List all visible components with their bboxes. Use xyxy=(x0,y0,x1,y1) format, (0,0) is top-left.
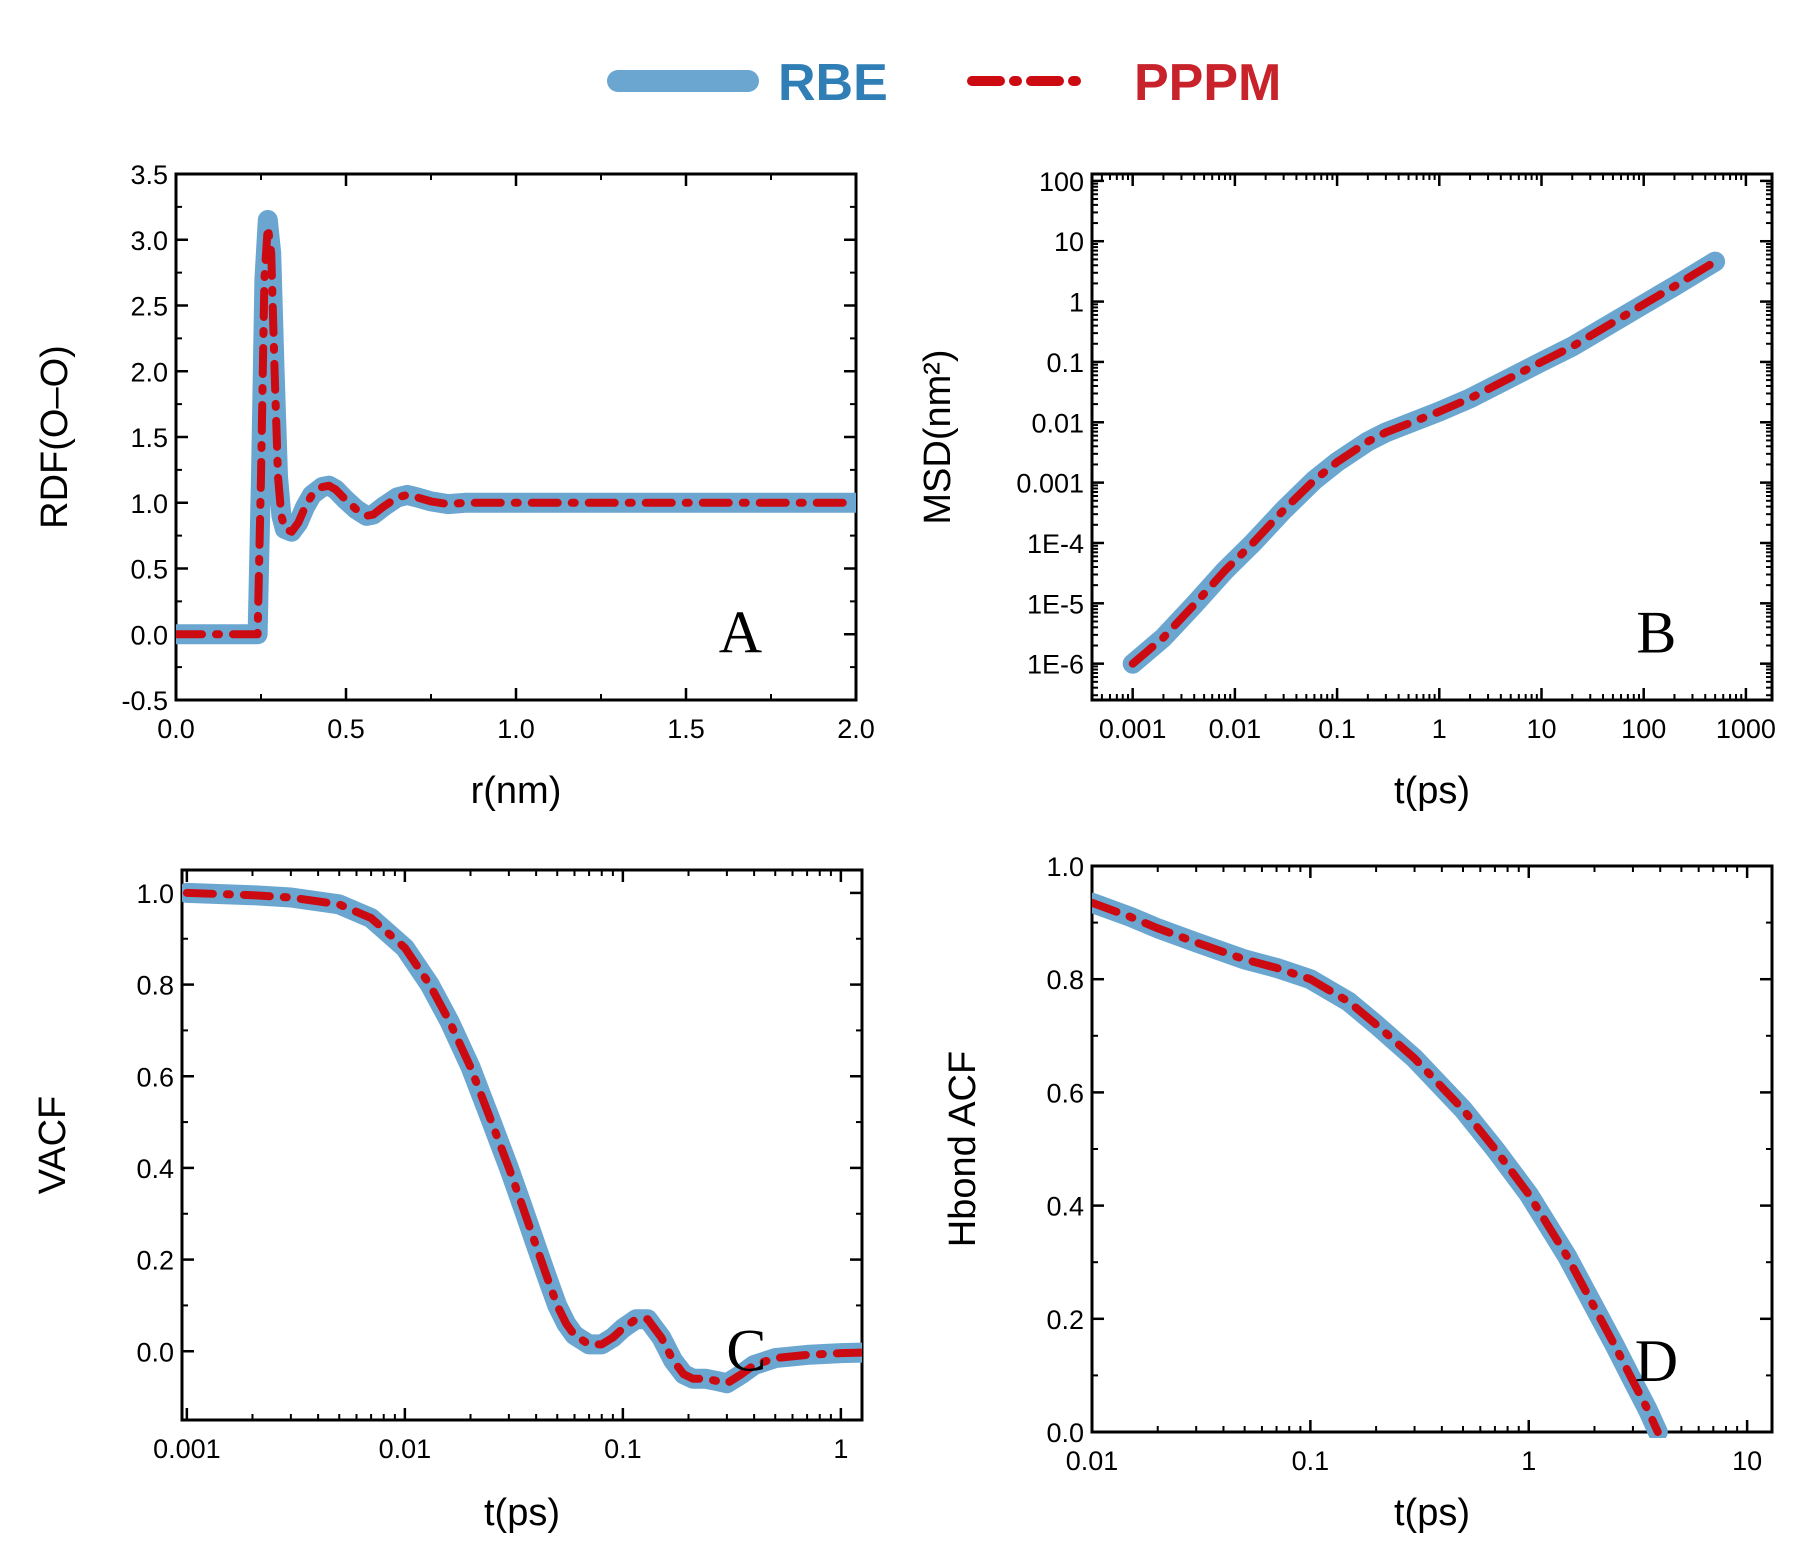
x-tick-label: 0.1 xyxy=(604,1434,642,1464)
x-tick-label: 2.0 xyxy=(837,714,875,744)
x-tick-label: 0.01 xyxy=(379,1434,432,1464)
y-tick-label: 0.001 xyxy=(1016,469,1084,499)
x-tick-label: 1.0 xyxy=(497,714,535,744)
y-tick-label: 10 xyxy=(1054,227,1084,257)
panel-letter: B xyxy=(1636,600,1676,666)
x-tick-label: 0.1 xyxy=(1318,714,1356,744)
x-tick-label: 0.0 xyxy=(157,714,195,744)
x-tick-label: 100 xyxy=(1621,714,1666,744)
x-tick-label: 1 xyxy=(1432,714,1447,744)
y-tick-label: 1E-5 xyxy=(1027,589,1084,619)
y-tick-label: 0.4 xyxy=(1046,1192,1084,1222)
series-rbe-line xyxy=(1092,892,1668,1438)
y-tick-label: 1.0 xyxy=(136,879,174,909)
y-tick-label: 2.0 xyxy=(130,357,168,387)
x-tick-label: 0.1 xyxy=(1292,1446,1330,1476)
y-tick-label: 0.5 xyxy=(130,555,168,585)
series-pppm-line xyxy=(182,888,862,1388)
x-tick-label: 0.5 xyxy=(327,714,365,744)
y-tick-label: 0.0 xyxy=(1046,1418,1084,1448)
y-tick-label: 1.0 xyxy=(130,489,168,519)
y-tick-label: 0.8 xyxy=(1046,965,1084,995)
y-tick-label: 0.2 xyxy=(136,1246,174,1276)
x-axis-label: r(nm) xyxy=(471,770,562,812)
x-tick-label: 1000 xyxy=(1716,714,1776,744)
series-pppm-line xyxy=(1092,898,1662,1436)
x-tick-label: 1 xyxy=(833,1434,848,1464)
x-axis-label: t(ps) xyxy=(484,1492,560,1534)
y-axis-label: MSD(nm²) xyxy=(917,349,959,524)
panel-d: 0.01 0.1 1 10 0.0 0.2 0.4 0.6 0.8 1.0 t(ps) Hbond A… xyxy=(942,852,1774,1534)
y-tick-label: 0.4 xyxy=(136,1154,174,1184)
y-tick-label: 0.6 xyxy=(136,1062,174,1092)
x-tick-label: 1.5 xyxy=(667,714,705,744)
panel-letter: D xyxy=(1635,1328,1678,1394)
legend: RBE PPPM xyxy=(607,54,1281,112)
y-tick-label: 1 xyxy=(1069,288,1084,318)
y-axis-label: RDF(O–O) xyxy=(34,345,76,529)
panel-a: 0.0 0.5 1.0 1.5 2.0-0.50.00.51.01.52.02.53.0… xyxy=(34,160,875,812)
y-tick-label: 2.5 xyxy=(130,292,168,322)
panel-letter: A xyxy=(719,600,762,666)
y-tick-label: 1.5 xyxy=(130,423,168,453)
y-tick-label: 0.6 xyxy=(1046,1078,1084,1108)
y-axis-label: VACF xyxy=(32,1096,74,1195)
panel-letter: C xyxy=(726,1318,766,1384)
x-tick-label: 10 xyxy=(1732,1446,1762,1476)
x-tick-label: 0.01 xyxy=(1066,1446,1119,1476)
x-axis-label: t(ps) xyxy=(1394,770,1470,812)
panel-b: 0.001 0.01 0.1 1 10 100 1000 1E-6 1E-5 1E-4 0.001 0… xyxy=(917,167,1776,812)
plot-frame xyxy=(1090,172,1774,702)
y-tick-label: 0.0 xyxy=(130,620,168,650)
x-tick-label: 0.01 xyxy=(1209,714,1262,744)
legend-pppm-label: PPPM xyxy=(1134,54,1281,112)
y-tick-label: 0.0 xyxy=(136,1337,174,1367)
legend-rbe-label: RBE xyxy=(778,54,888,112)
y-tick-label: 100 xyxy=(1039,167,1084,197)
x-tick-label: 10 xyxy=(1526,714,1556,744)
y-axis-label: Hbond ACF xyxy=(942,1051,984,1247)
series-rbe-line xyxy=(182,882,862,1394)
y-tick-label: 1E-6 xyxy=(1027,650,1084,680)
x-tick-label: 0.001 xyxy=(153,1434,221,1464)
y-tick-label: 0.2 xyxy=(1046,1305,1084,1335)
series-rbe-line xyxy=(1122,251,1726,674)
panel-c: 0.001 0.01 0.1 1 0.0 0.2 0.4 0.6 0.8 1.0 t(ps) VACF… xyxy=(32,868,864,1534)
x-tick-label: 1 xyxy=(1521,1446,1536,1476)
y-tick-label: 0.1 xyxy=(1046,348,1084,378)
y-tick-label: -0.5 xyxy=(121,686,168,716)
y-tick-label: 3.5 xyxy=(130,160,168,190)
plot-frame xyxy=(180,868,864,1422)
y-tick-label: 3.0 xyxy=(130,226,168,256)
y-tick-label: 1.0 xyxy=(1046,852,1084,882)
x-tick-label: 0.001 xyxy=(1099,714,1167,744)
x-axis-label: t(ps) xyxy=(1394,1492,1470,1534)
y-tick-label: 0.8 xyxy=(136,971,174,1001)
y-tick-label: 0.01 xyxy=(1031,408,1084,438)
series-pppm-line xyxy=(1128,257,1720,668)
y-tick-label: 1E-4 xyxy=(1027,529,1084,559)
series-pppm-line xyxy=(176,222,856,639)
